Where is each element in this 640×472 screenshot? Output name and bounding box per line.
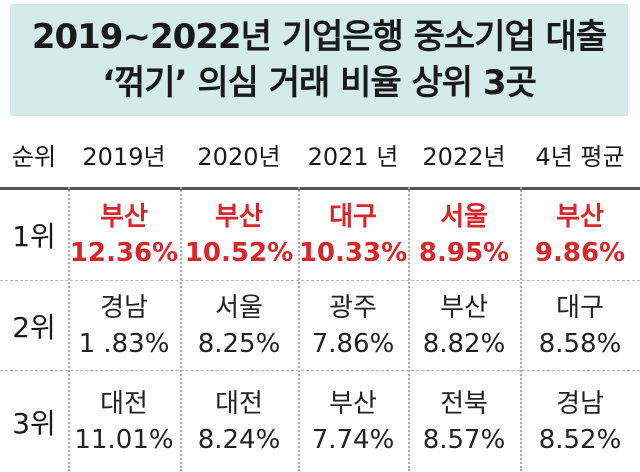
ratio-value: 8.52% [538, 424, 622, 455]
header-average: 4년 평균 [535, 143, 625, 171]
ratio-value: 7.74% [311, 424, 395, 455]
header-2020: 2020년 [197, 143, 281, 171]
region-name: 대전 [215, 388, 263, 419]
ratio-value: 10.33% [298, 238, 408, 268]
ratio-value: 8.24% [197, 424, 281, 455]
column-divider [408, 187, 410, 471]
header-2019: 2019년 [82, 143, 166, 171]
column-divider [68, 187, 70, 471]
ratio-value: 10.52% [184, 238, 294, 268]
ratio-value: 8.57% [422, 424, 506, 455]
table-cell: 대전 11.01% [68, 371, 180, 472]
table-cell: 경남 1 .83% [68, 281, 180, 371]
rank-label: 2위 [12, 311, 56, 344]
ranking-table: 순위 2019년 2020년 2021 년 2022년 4년 평균 1위 부산 … [0, 125, 640, 471]
region-name: 부산 [215, 202, 263, 232]
table-cell: 서울 8.95% [408, 190, 520, 280]
table-cell: 부산 9.86% [520, 190, 640, 280]
table-row-rank-2: 2위 경남 1 .83% 서울 8.25% 광주 7.86% 부산 8.82% … [0, 280, 640, 371]
ratio-value: 8.82% [422, 329, 506, 359]
table-cell: 부산 7.74% [298, 371, 408, 472]
ratio-value: 8.58% [538, 329, 622, 359]
ratio-value: 7.86% [311, 329, 395, 359]
ratio-value: 11.01% [74, 424, 174, 455]
table-cell: 서울 8.25% [180, 281, 298, 371]
region-name: 대구 [329, 202, 377, 232]
region-name: 광주 [329, 293, 377, 323]
header-2022: 2022년 [422, 143, 506, 171]
table-cell: 부산 8.82% [408, 281, 520, 371]
table-row-rank-3: 3위 대전 11.01% 대전 8.24% 부산 7.74% 전북 8.57% … [0, 370, 640, 472]
ratio-value: 12.36% [69, 238, 179, 268]
table-cell: 대구 10.33% [298, 190, 408, 280]
region-name: 서울 [215, 293, 263, 323]
header-rank: 순위 [11, 143, 57, 171]
table-cell: 부산 12.36% [68, 190, 180, 280]
column-divider [180, 187, 182, 471]
title-banner: 2019~2022년 기업은행 중소기업 대출 ‘꺾기’ 의심 거래 비율 상위… [10, 4, 628, 116]
rank-label: 3위 [12, 406, 56, 440]
region-name: 서울 [440, 202, 488, 232]
ratio-value: 8.25% [197, 329, 281, 359]
region-name: 부산 [556, 202, 604, 232]
region-name: 부산 [100, 202, 148, 232]
title-line-2: ‘꺾기’ 의심 거래 비율 상위 3곳 [102, 63, 537, 103]
table-cell: 대전 8.24% [180, 371, 298, 472]
region-name: 대구 [556, 293, 604, 323]
ratio-value: 1 .83% [78, 329, 170, 359]
ratio-value: 9.86% [534, 238, 626, 268]
table-cell: 경남 8.52% [520, 371, 640, 472]
table-cell: 전북 8.57% [408, 371, 520, 472]
table-cell: 부산 10.52% [180, 190, 298, 280]
region-name: 전북 [440, 388, 488, 419]
region-name: 경남 [556, 388, 604, 419]
rank-label: 1위 [12, 220, 56, 253]
header-2021: 2021 년 [307, 143, 399, 171]
table-cell: 광주 7.86% [298, 281, 408, 371]
region-name: 경남 [100, 293, 148, 323]
table-header: 순위 2019년 2020년 2021 년 2022년 4년 평균 [0, 125, 640, 190]
title-line-1: 2019~2022년 기업은행 중소기업 대출 [31, 17, 607, 57]
region-name: 대전 [100, 388, 148, 419]
region-name: 부산 [329, 388, 377, 419]
region-name: 부산 [440, 293, 488, 323]
column-divider [520, 187, 522, 471]
table-row-rank-1: 1위 부산 12.36% 부산 10.52% 대구 10.33% 서울 8.95… [0, 190, 640, 280]
table-cell: 대구 8.58% [520, 281, 640, 371]
column-divider [298, 187, 300, 471]
ratio-value: 8.95% [418, 238, 510, 268]
